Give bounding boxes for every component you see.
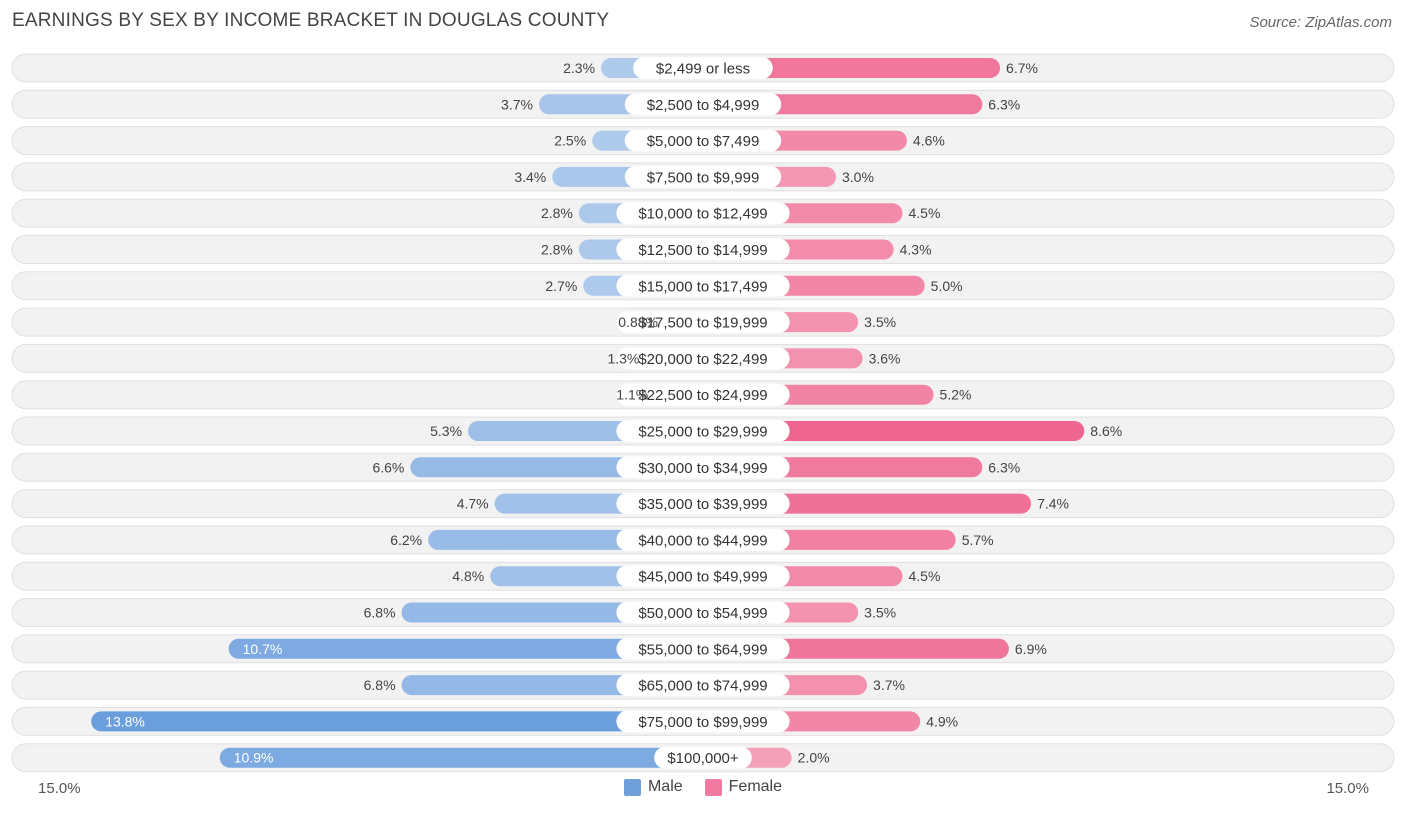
category-label: $2,500 to $4,999: [647, 97, 760, 114]
category-label-bg: [616, 274, 790, 297]
male-value-label: 13.8%: [105, 713, 145, 729]
category-label: $12,500 to $14,999: [638, 242, 767, 259]
category-label-bg: [616, 202, 790, 225]
female-value-label: 4.9%: [926, 713, 958, 729]
male-value-label: 1.1%: [616, 387, 648, 403]
female-value-label: 4.5%: [909, 568, 941, 584]
category-label-bg: [616, 528, 790, 551]
axis-right-label: 15.0%: [1326, 780, 1369, 797]
category-label: $7,500 to $9,999: [647, 169, 760, 186]
category-label: $45,000 to $49,999: [638, 569, 767, 586]
female-value-label: 3.7%: [873, 677, 905, 693]
bar-male: [228, 638, 703, 659]
female-value-label: 4.5%: [909, 205, 941, 221]
male-value-label: 6.2%: [390, 532, 422, 548]
category-label-bg: [624, 129, 782, 152]
male-value-label: 6.8%: [364, 677, 396, 693]
category-label: $22,500 to $24,999: [638, 387, 767, 404]
category-label-bg: [616, 420, 790, 442]
category-label: $2,499 or less: [656, 61, 750, 78]
female-value-label: 6.3%: [988, 459, 1020, 475]
source-label: Source: ZipAtlas.com: [1249, 14, 1392, 31]
female-value-label: 4.3%: [900, 242, 932, 258]
male-value-label: 3.4%: [514, 169, 546, 185]
male-value-label: 2.7%: [545, 278, 577, 294]
bar-chart: $2,499 or less 2.3% 6.7% $2,500 to $4,999 3.…: [11, 53, 1395, 773]
legend: Male Female: [0, 778, 1406, 796]
legend-label-male: Male: [647, 778, 683, 795]
category-label-bg: [624, 165, 782, 188]
female-value-label: 2.0%: [798, 750, 830, 766]
category-label-bg: [616, 311, 790, 334]
bar-female: [703, 421, 1085, 441]
male-value-label: 4.8%: [452, 568, 484, 584]
female-value-label: 3.5%: [864, 314, 896, 330]
female-value-label: 6.3%: [988, 96, 1020, 112]
category-label-bg: [654, 746, 752, 769]
category-label-bg: [616, 383, 790, 406]
female-value-label: 3.0%: [842, 169, 874, 185]
male-value-label: 2.8%: [541, 205, 573, 221]
category-label: $20,000 to $22,499: [638, 351, 767, 368]
female-value-label: 6.7%: [1006, 60, 1038, 76]
bar-male: [91, 711, 703, 732]
bar-male: [219, 747, 703, 768]
legend-swatch-female: [704, 778, 722, 796]
male-value-label: 3.7%: [501, 96, 533, 112]
category-label: $15,000 to $17,499: [638, 278, 767, 295]
category-label-bg: [616, 492, 790, 515]
category-label: $25,000 to $29,999: [638, 424, 767, 441]
legend-item-female[interactable]: Female: [704, 778, 783, 796]
category-label: $35,000 to $39,999: [638, 496, 767, 513]
category-label: $50,000 to $54,999: [638, 605, 767, 622]
category-label-bg: [616, 710, 790, 733]
legend-swatch-male: [623, 778, 641, 796]
category-label: $55,000 to $64,999: [638, 641, 767, 658]
female-value-label: 8.6%: [1090, 423, 1122, 439]
bar-female: [703, 58, 1001, 78]
category-label-bg: [616, 637, 790, 660]
category-label: $65,000 to $74,999: [638, 678, 767, 695]
chart-title: EARNINGS BY SEX BY INCOME BRACKET IN DOU…: [12, 10, 610, 31]
category-label: $100,000+: [667, 750, 739, 767]
female-value-label: 3.6%: [869, 350, 901, 366]
category-label: $10,000 to $12,499: [638, 206, 767, 223]
male-value-label: 5.3%: [430, 423, 462, 439]
male-value-label: 10.9%: [234, 750, 274, 766]
male-value-label: 2.5%: [554, 133, 586, 149]
legend-label-female: Female: [728, 778, 783, 795]
female-value-label: 4.6%: [913, 133, 945, 149]
category-label: $30,000 to $34,999: [638, 460, 767, 477]
male-value-label: 10.7%: [243, 641, 283, 657]
category-label-bg: [616, 238, 790, 261]
category-label-bg: [616, 456, 790, 479]
female-value-label: 6.9%: [1015, 641, 1047, 657]
female-value-label: 7.4%: [1037, 496, 1069, 512]
male-value-label: 0.88%: [618, 314, 658, 330]
category-label-bg: [616, 601, 790, 624]
category-label-bg: [616, 347, 790, 370]
male-value-label: 6.8%: [364, 605, 396, 621]
category-label: $5,000 to $7,499: [647, 133, 760, 150]
category-label: $75,000 to $99,999: [638, 714, 767, 731]
male-value-label: 4.7%: [457, 496, 489, 512]
category-label: $40,000 to $44,999: [638, 532, 767, 549]
legend-item-male[interactable]: Male: [623, 778, 683, 796]
female-value-label: 5.0%: [931, 278, 963, 294]
category-label-bg: [633, 57, 773, 79]
axis-left-label: 15.0%: [38, 780, 81, 797]
category-label-bg: [616, 674, 790, 697]
female-value-label: 5.7%: [962, 532, 994, 548]
male-value-label: 6.6%: [372, 459, 404, 475]
female-value-label: 3.5%: [864, 605, 896, 621]
male-value-label: 2.8%: [541, 242, 573, 258]
category-label-bg: [616, 565, 790, 588]
male-value-label: 1.3%: [607, 350, 639, 366]
category-label: $17,500 to $19,999: [638, 315, 767, 332]
male-value-label: 2.3%: [563, 60, 595, 76]
category-label-bg: [624, 93, 782, 116]
female-value-label: 5.2%: [940, 387, 972, 403]
